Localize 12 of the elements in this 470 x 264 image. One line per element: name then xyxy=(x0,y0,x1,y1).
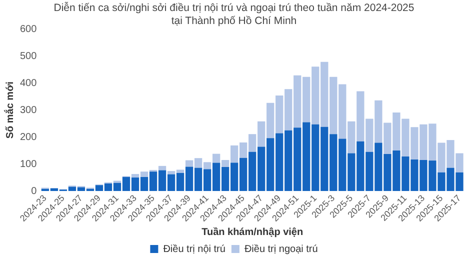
y-tick-label: 200 xyxy=(20,132,38,143)
y-tick-label: 100 xyxy=(20,158,38,170)
y-tick-label: 300 xyxy=(20,104,38,116)
y-tick-label: 600 xyxy=(20,24,38,35)
x-axis-title: Tuần khám/nhập viện xyxy=(202,226,304,238)
y-tick-label: 0 xyxy=(31,186,38,197)
legend-label: Điều trị nội trú xyxy=(163,244,226,255)
y-tick-label: 500 xyxy=(20,50,38,62)
chart-title: Diễn tiến ca sởi/nghi sởi điều trị nội trú và ngoại trú theo tuần năm 2024-2025 tại Thành phố Hồ Chí Minh xyxy=(54,1,414,27)
legend-label: Điều trị ngoại trú xyxy=(244,244,318,255)
y-tick-label: 400 xyxy=(20,78,38,89)
y-axis-title: Số mắc mới xyxy=(4,81,16,139)
